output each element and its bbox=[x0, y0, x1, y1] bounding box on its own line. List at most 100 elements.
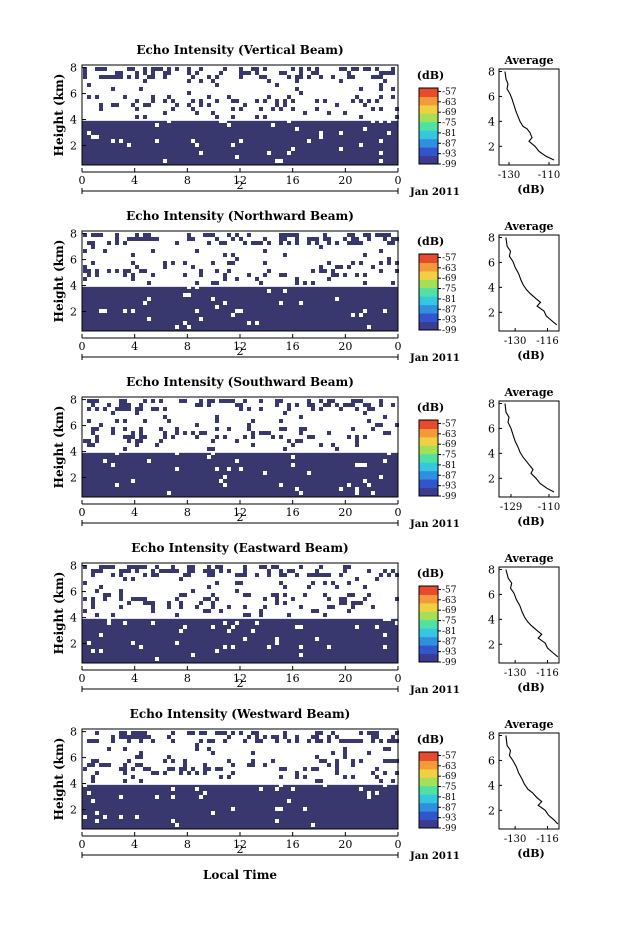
echo-cell bbox=[327, 241, 331, 245]
heatmap-ylabel: Height (km) bbox=[52, 572, 66, 655]
echo-gap bbox=[215, 649, 219, 653]
echo-cell bbox=[231, 237, 235, 241]
echo-cell bbox=[383, 415, 387, 419]
echo-gap bbox=[279, 159, 283, 163]
profile-y-tick-label: 6 bbox=[488, 90, 495, 103]
colorbar-segment bbox=[419, 270, 438, 280]
echo-cell bbox=[151, 573, 155, 577]
echo-cell bbox=[347, 265, 351, 269]
echo-cell bbox=[131, 103, 135, 107]
colorbar-tick-label: -69 bbox=[442, 440, 457, 450]
echo-gap bbox=[383, 645, 387, 649]
echo-cell bbox=[91, 569, 95, 573]
echo-cell bbox=[143, 79, 147, 83]
echo-cell bbox=[203, 767, 207, 771]
echo-gap bbox=[363, 479, 367, 483]
echo-cell bbox=[343, 775, 347, 779]
echo-cell bbox=[295, 241, 299, 245]
echo-cell bbox=[99, 763, 103, 767]
echo-cell bbox=[235, 277, 239, 281]
echo-cell bbox=[267, 569, 271, 573]
echo-cell bbox=[395, 423, 399, 427]
echo-cell bbox=[315, 735, 319, 739]
colorbar-segment bbox=[419, 420, 438, 429]
echo-gap bbox=[231, 313, 235, 317]
echo-cell bbox=[247, 613, 251, 617]
echo-cell bbox=[95, 771, 99, 775]
echo-gap bbox=[339, 487, 343, 491]
echo-cell bbox=[311, 581, 315, 585]
echo-cell bbox=[323, 573, 327, 577]
date-label: Jan 2011 bbox=[409, 519, 460, 530]
colorbar-segment bbox=[419, 760, 438, 770]
echo-cell bbox=[175, 67, 179, 71]
echo-gap bbox=[219, 479, 223, 483]
echo-cell bbox=[327, 597, 331, 601]
profile-line bbox=[505, 735, 559, 825]
echo-cell bbox=[91, 443, 95, 447]
echo-cell bbox=[103, 565, 107, 569]
echo-cell bbox=[355, 739, 359, 743]
echo-cell bbox=[331, 273, 335, 277]
echo-cell bbox=[279, 233, 283, 237]
echo-cell bbox=[119, 593, 123, 597]
echo-gap bbox=[387, 131, 391, 135]
y-tick-label: 4 bbox=[70, 114, 77, 127]
echo-cell bbox=[123, 273, 127, 277]
echo-cell bbox=[339, 67, 343, 71]
echo-cell bbox=[283, 601, 287, 605]
echo-cell bbox=[167, 755, 171, 759]
echo-cell bbox=[223, 241, 227, 245]
echo-gap bbox=[275, 787, 279, 791]
echo-cell bbox=[351, 75, 355, 79]
echo-cell bbox=[195, 771, 199, 775]
echo-cell bbox=[351, 601, 355, 605]
echo-cell bbox=[183, 763, 187, 767]
echo-cell bbox=[287, 569, 291, 573]
y-tick-label: 6 bbox=[70, 254, 77, 267]
y-tick-label: 8 bbox=[70, 62, 77, 75]
echo-cell bbox=[95, 273, 99, 277]
echo-cell bbox=[91, 763, 95, 767]
echo-cell bbox=[167, 735, 171, 739]
echo-cell bbox=[119, 569, 123, 573]
echo-cell bbox=[203, 771, 207, 775]
echo-cell bbox=[303, 775, 307, 779]
echo-gap bbox=[279, 783, 283, 787]
echo-cell bbox=[139, 731, 143, 735]
echo-cell bbox=[327, 399, 331, 403]
echo-cell bbox=[331, 443, 335, 447]
echo-gap bbox=[287, 151, 291, 155]
echo-cell bbox=[259, 75, 263, 79]
echo-cell bbox=[87, 739, 91, 743]
echo-cell bbox=[151, 99, 155, 103]
echo-cell bbox=[307, 75, 311, 79]
echo-cell bbox=[243, 593, 247, 597]
echo-cell bbox=[379, 261, 383, 265]
colorbar-segment bbox=[419, 138, 438, 148]
echo-cell bbox=[187, 573, 191, 577]
colorbar-unit: (dB) bbox=[417, 69, 444, 82]
echo-cell bbox=[239, 75, 243, 79]
echo-cell bbox=[355, 273, 359, 277]
echo-cell bbox=[251, 731, 255, 735]
echo-cell bbox=[211, 601, 215, 605]
echo-cell bbox=[135, 237, 139, 241]
echo-cell bbox=[131, 261, 135, 265]
echo-cell bbox=[299, 605, 303, 609]
echo-cell bbox=[107, 75, 111, 79]
echo-cell bbox=[155, 237, 159, 241]
echo-cell bbox=[199, 431, 203, 435]
echo-gap bbox=[235, 459, 239, 463]
echo-gap bbox=[111, 463, 115, 467]
x-tick-label: 0 bbox=[395, 340, 402, 353]
echo-cell bbox=[311, 767, 315, 771]
echo-cell bbox=[203, 731, 207, 735]
echo-cell bbox=[263, 431, 267, 435]
echo-gap bbox=[275, 641, 279, 645]
echo-gap bbox=[223, 301, 227, 305]
echo-cell bbox=[99, 103, 103, 107]
echo-cell bbox=[291, 569, 295, 573]
heatmap-frame bbox=[81, 64, 399, 166]
echo-cell bbox=[227, 775, 231, 779]
